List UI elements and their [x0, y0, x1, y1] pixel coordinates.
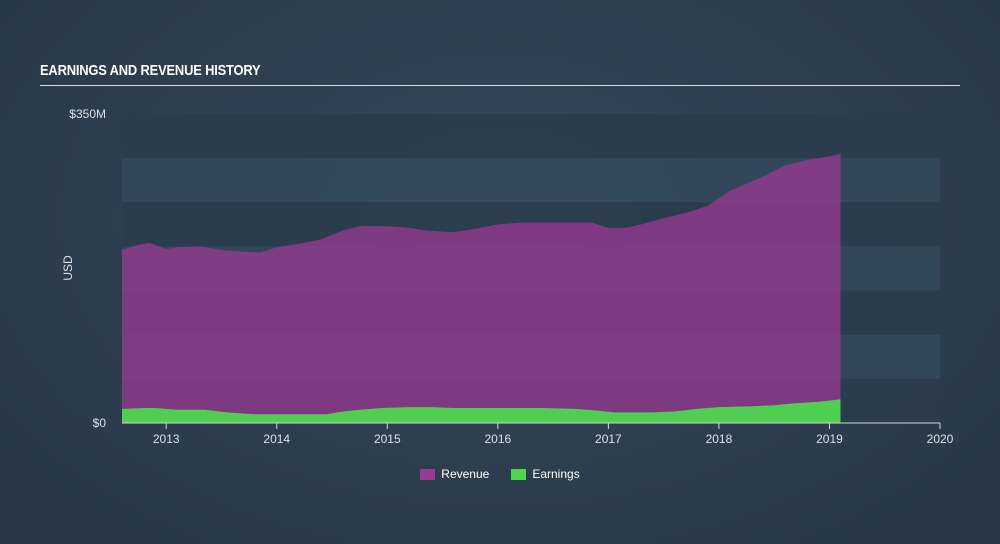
x-tick-label: 2013	[153, 432, 180, 446]
x-tick-label: 2015	[374, 432, 401, 446]
x-tick-label: 2018	[706, 432, 733, 446]
x-tick-label: 2017	[595, 432, 622, 446]
x-tick-label: 2014	[263, 432, 290, 446]
legend-swatch-revenue	[420, 468, 436, 480]
legend-label-revenue: Revenue	[441, 467, 490, 481]
y-tick-labels: $350M $0	[69, 107, 106, 430]
y-axis-label: USD	[61, 255, 75, 281]
series-area-earnings	[122, 399, 841, 423]
series-areas	[122, 153, 841, 423]
x-tick-label: 2016	[484, 432, 511, 446]
legend: Revenue Earnings	[0, 467, 1000, 481]
legend-item-earnings[interactable]: Earnings	[511, 467, 580, 481]
x-ticks: 2013 2014 2015 2016 2017 2018 2019 2020	[153, 423, 954, 446]
y-tick-label: $350M	[69, 107, 106, 121]
legend-label-earnings: Earnings	[532, 467, 580, 481]
y-tick-label: $0	[93, 416, 107, 430]
x-tick-label: 2020	[927, 432, 954, 446]
series-area-revenue	[122, 153, 841, 423]
x-tick-label: 2019	[816, 432, 843, 446]
legend-item-revenue[interactable]: Revenue	[420, 467, 489, 481]
chart-title: EARNINGS AND REVENUE HISTORY	[40, 62, 261, 79]
title-divider	[40, 85, 960, 86]
legend-swatch-earnings	[511, 468, 527, 480]
grid-band	[122, 114, 940, 159]
